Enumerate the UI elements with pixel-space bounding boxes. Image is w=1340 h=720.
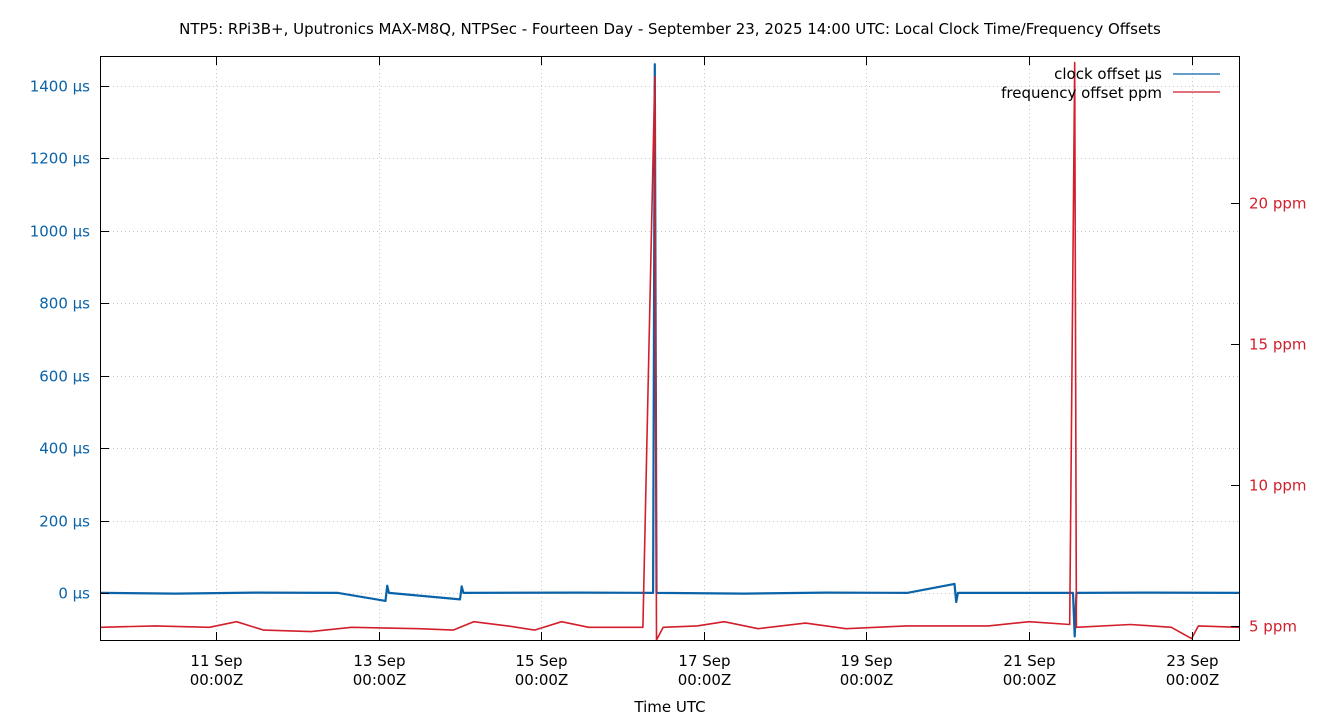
- axis-ticks: 0 µs 200 µs 400 µs 600 µs 800 µs 1000 µs 1200 …: [30, 57, 1307, 689]
- y-right-tick-label: 10 ppm: [1249, 477, 1307, 495]
- x-tick-label-time: 00:00Z: [353, 671, 407, 689]
- y-right-tick-label: 5 ppm: [1249, 618, 1297, 636]
- x-tick-label-date: 23 Sep: [1166, 652, 1218, 670]
- x-tick-label-date: 19 Sep: [840, 652, 892, 670]
- y-left-tick-label: 200 µs: [39, 513, 90, 531]
- x-tick-label-time: 00:00Z: [1166, 671, 1220, 689]
- x-tick-label-date: 17 Sep: [678, 652, 730, 670]
- x-tick-label-time: 00:00Z: [1003, 671, 1057, 689]
- legend-label-frequency-offset: frequency offset ppm: [1001, 84, 1162, 102]
- y-left-tick-label: 400 µs: [39, 440, 90, 458]
- legend-label-clock-offset: clock offset µs: [1054, 65, 1162, 83]
- x-tick-label-time: 00:00Z: [190, 671, 244, 689]
- grid: [101, 57, 1239, 640]
- y-right-tick-label: 20 ppm: [1249, 195, 1307, 213]
- x-tick-label-time: 00:00Z: [678, 671, 732, 689]
- x-tick-label-time: 00:00Z: [515, 671, 569, 689]
- legend: clock offset µs frequency offset ppm: [1001, 65, 1220, 102]
- y-left-tick-label: 1400 µs: [30, 78, 90, 96]
- x-tick-label-date: 15 Sep: [515, 652, 567, 670]
- x-tick-label-date: 13 Sep: [353, 652, 405, 670]
- y-left-tick-label: 600 µs: [39, 368, 90, 386]
- y-left-tick-label: 0 µs: [58, 585, 90, 603]
- y-left-tick-label: 1000 µs: [30, 223, 90, 241]
- x-tick-label-date: 21 Sep: [1003, 652, 1055, 670]
- y-left-tick-label: 1200 µs: [30, 150, 90, 168]
- chart-title: NTP5: RPi3B+, Uputronics MAX-M8Q, NTPSec…: [179, 20, 1161, 38]
- series-line-frequency-offset: [100, 61, 1240, 641]
- series-line-clock-offset: [100, 63, 1240, 638]
- plot-frame: [100, 56, 1240, 641]
- series: [100, 61, 1240, 641]
- y-left-tick-label: 800 µs: [39, 295, 90, 313]
- x-tick-label-date: 11 Sep: [190, 652, 242, 670]
- x-tick-label-time: 00:00Z: [840, 671, 894, 689]
- y-right-tick-label: 15 ppm: [1249, 336, 1307, 354]
- x-axis-label: Time UTC: [633, 698, 705, 716]
